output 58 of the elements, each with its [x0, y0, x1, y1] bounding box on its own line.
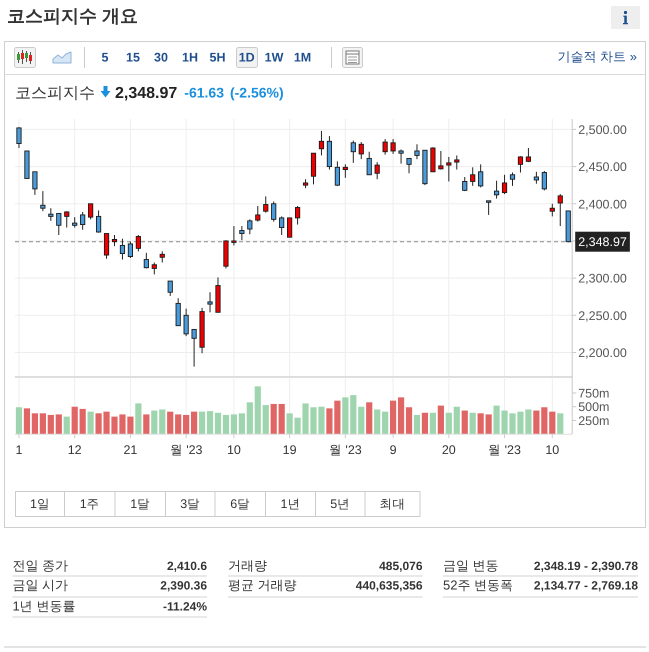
- text: 6달: [230, 497, 250, 511]
- text: 3달: [180, 497, 200, 511]
- chart-subtitle: 코스피지수: [15, 85, 95, 102]
- text: 거래량: [228, 558, 267, 573]
- text: 1D: [238, 50, 255, 64]
- text: 5H: [210, 50, 226, 64]
- text: 485,076: [379, 559, 423, 573]
- y-tick-label: 2,500.00: [578, 122, 627, 137]
- x-tick-label: 월 '23: [488, 443, 521, 457]
- text: 2,348.19 - 2,390.78: [534, 559, 638, 573]
- text: 2,348.97: [115, 85, 178, 102]
- x-tick-label: 월 '23: [328, 443, 362, 457]
- y-tick-label: 500m: [578, 400, 610, 414]
- y-tick-label: 2,250.00: [578, 308, 627, 323]
- text: 금일 시가: [12, 578, 68, 592]
- y-tick-label: 2,400.00: [578, 197, 627, 212]
- x-tick-label: 12: [68, 443, 82, 457]
- text: 1H: [182, 50, 198, 64]
- ref-line-label: 2,348.97: [578, 235, 627, 250]
- x-tick-label: 9: [390, 443, 397, 457]
- text: -11.24%: [162, 600, 208, 614]
- text: 15: [126, 50, 140, 64]
- x-tick-label: 19: [282, 443, 297, 457]
- x-tick-label: 21: [123, 443, 138, 457]
- text: 1M: [294, 50, 312, 64]
- x-tick-label: 20: [442, 443, 456, 457]
- text: 최대: [380, 497, 406, 511]
- x-tick-label: 10: [545, 443, 560, 457]
- text: 30: [154, 50, 168, 64]
- text: 5년: [330, 497, 350, 511]
- chart-title: 코스피지수 개요: [7, 6, 138, 26]
- text: 기술적 차트 »: [558, 49, 637, 64]
- text: 1년: [280, 497, 300, 511]
- text: 전일 종가: [12, 558, 68, 573]
- text: (-2.56%): [230, 84, 284, 100]
- text: 1일: [30, 497, 50, 511]
- text: 금일 변동: [443, 558, 499, 573]
- text: -61.63: [184, 84, 224, 100]
- text: 1주: [80, 497, 100, 511]
- y-tick-label: 250m: [578, 414, 610, 428]
- x-tick-label: 1: [16, 443, 23, 457]
- text: 1W: [264, 50, 284, 64]
- ref-line-label: 2,348.97: [575, 232, 630, 252]
- text: 2,390.36: [160, 578, 208, 592]
- text: 평균 거래량: [228, 578, 297, 592]
- y-tick-label: 750m: [578, 386, 610, 400]
- y-tick-label: 2,450.00: [578, 160, 627, 174]
- text: 52주 변동폭: [443, 578, 514, 592]
- text: 5: [102, 50, 109, 64]
- x-tick-label: 10: [226, 443, 241, 457]
- y-tick-label: 2,300.00: [578, 272, 627, 286]
- text: 440,635,356: [356, 578, 423, 592]
- text: 2,410.6: [166, 559, 208, 573]
- text: 2,134.77 - 2,769.18: [534, 578, 638, 592]
- text: 1년 변동률: [12, 598, 76, 614]
- y-tick-label: 2,200.00: [578, 346, 627, 360]
- x-tick-label: 월 '23: [170, 443, 203, 457]
- text: 1달: [130, 497, 150, 511]
